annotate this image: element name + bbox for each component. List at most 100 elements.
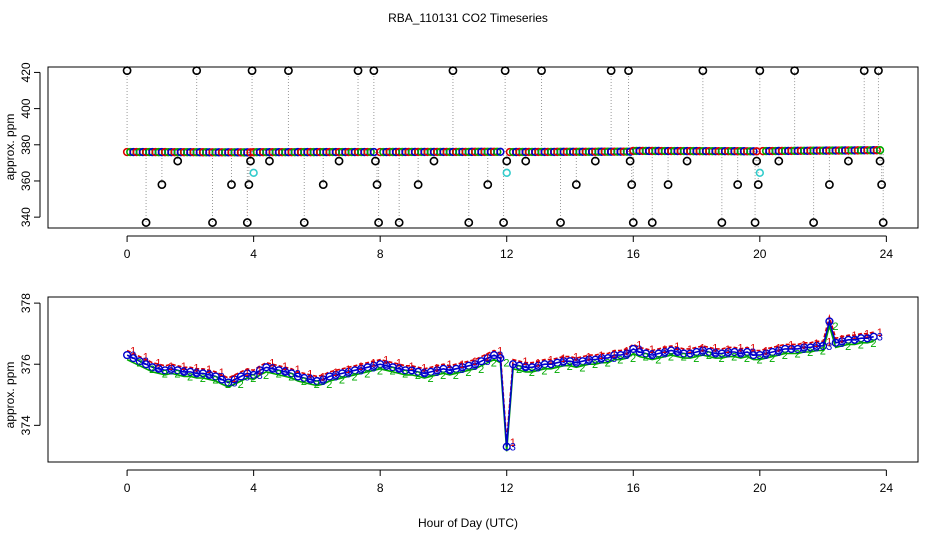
series-3-point [489, 350, 499, 360]
series-3-point [141, 360, 151, 369]
series-2-marker: 2 [149, 364, 155, 376]
series-1-marker: 1 [548, 355, 554, 367]
series-2-marker: 2 [731, 352, 737, 364]
outlier-point [284, 66, 293, 76]
series-1-marker: 1 [839, 333, 845, 345]
series-3-marker: 3 [535, 362, 541, 374]
bottom-panel-y-label: approx. ppm [3, 362, 17, 429]
top-panel-y-label: approx. ppm [3, 114, 17, 181]
top-y-tick-label: 360 [19, 171, 33, 191]
baseline-point [875, 146, 885, 155]
outlier-point [353, 66, 363, 76]
series-3-marker: 3 [421, 367, 427, 379]
outlier-point [752, 156, 762, 166]
series-3-marker: 3 [168, 365, 174, 377]
outlier-point [663, 180, 673, 189]
series-3-marker: 3 [383, 359, 389, 371]
outlier-point [733, 180, 743, 189]
series-2-marker: 2 [782, 350, 788, 362]
series-2-marker: 2 [352, 371, 358, 383]
series-2-marker: 2 [769, 353, 775, 365]
series-1-marker: 1 [181, 361, 187, 373]
series-2-marker: 2 [174, 368, 180, 380]
series-2-marker: 2 [301, 376, 307, 388]
bottom-x-tick-label: 16 [627, 481, 641, 495]
series-2-marker: 2 [820, 345, 826, 357]
outlier-point [192, 66, 202, 76]
series-3-point [129, 354, 138, 363]
series-1-marker: 1 [219, 367, 225, 379]
series-2-marker: 2 [668, 352, 674, 364]
series-3-point [255, 366, 265, 375]
series-2-marker: 2 [390, 365, 396, 377]
outlier-point [244, 180, 254, 189]
series-1-marker: 1 [851, 330, 857, 342]
outlier-point [571, 180, 581, 189]
outlier-point [647, 218, 657, 227]
series-2-marker: 2 [200, 373, 206, 385]
outlier-point [682, 156, 692, 166]
series-3-point [818, 341, 828, 350]
series-1-marker: 1 [168, 361, 174, 373]
series-3-point [629, 344, 638, 354]
series-1-marker: 1 [446, 359, 452, 371]
series-3-marker: 3 [282, 365, 288, 377]
top-x-tick-label: 8 [377, 247, 384, 261]
outlier-point [374, 218, 383, 227]
series-2-marker: 2 [288, 371, 294, 383]
series-3-point [869, 332, 878, 341]
outlier-point [809, 218, 818, 227]
outlier-point [413, 180, 423, 189]
outlier-point [790, 66, 800, 76]
series-2-marker: 2 [858, 339, 864, 351]
series-1-marker: 1 [700, 342, 706, 354]
outlier-point [717, 218, 727, 227]
series-1-marker: 1 [358, 361, 364, 373]
series-1-marker: 1 [459, 359, 465, 371]
series-3-point [236, 372, 246, 381]
top-x-tick-label: 4 [250, 247, 257, 261]
series-1-marker: 1 [231, 373, 237, 385]
series-3-marker: 3 [598, 355, 604, 367]
series-3-marker: 3 [649, 349, 655, 361]
outlier-point [369, 66, 379, 76]
series-1-marker: 1 [864, 329, 870, 341]
series-1-marker: 1 [269, 358, 275, 370]
series-2-marker: 2 [794, 349, 800, 361]
series-1-marker: 1 [788, 339, 794, 351]
series-1-marker: 1 [573, 352, 579, 364]
series-2-marker: 2 [719, 353, 725, 365]
series-2-marker: 2 [212, 375, 218, 387]
series-2-marker: 2 [744, 353, 750, 365]
series-2-marker: 2 [870, 338, 876, 350]
baseline-point [872, 146, 882, 155]
outlier-point [628, 218, 638, 227]
series-3-marker: 3 [522, 361, 528, 373]
series-1-marker: 1 [320, 371, 326, 383]
series-1-marker: 1 [611, 349, 617, 361]
series-3-point [825, 317, 834, 326]
top-x-tick-label: 20 [753, 247, 767, 261]
series-3-line [126, 318, 874, 447]
series-3-marker: 3 [408, 365, 414, 377]
series-2-marker: 2 [832, 321, 838, 333]
outlier-point [299, 218, 309, 227]
outlier-point [625, 156, 635, 166]
series-2-marker: 2 [314, 379, 320, 391]
series-2-marker: 2 [427, 373, 433, 385]
top-y-tick-label: 340 [19, 207, 33, 227]
series-2-marker: 2 [339, 375, 345, 387]
series-2-marker: 2 [845, 341, 851, 353]
series-1-marker: 1 [662, 344, 668, 356]
bottom-x-tick-label: 24 [880, 481, 894, 495]
chart-title: RBA_110131 CO2 Timeseries [388, 11, 548, 25]
outlier-point [502, 156, 512, 166]
outlier-point [624, 66, 633, 76]
series-3-point [483, 354, 492, 363]
top-x-tick-label: 12 [500, 247, 514, 261]
series-3-marker: 3 [674, 345, 680, 357]
series-3-marker: 3 [396, 362, 402, 374]
series-3-marker: 3 [181, 365, 187, 377]
series-3-marker: 3 [130, 350, 136, 362]
series-2-marker: 2 [681, 352, 687, 364]
